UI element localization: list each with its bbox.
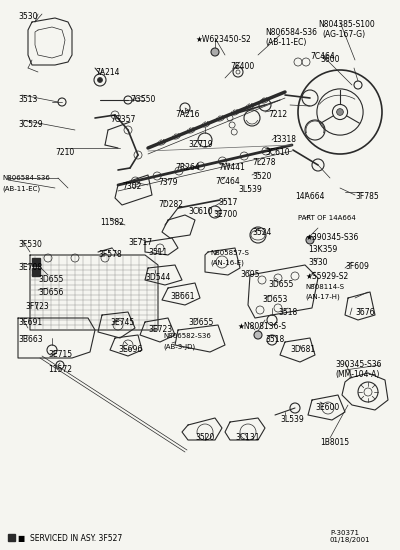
Text: 3511: 3511 [148, 248, 167, 257]
Text: 3D655: 3D655 [38, 275, 63, 284]
Text: (MM-104-A): (MM-104-A) [335, 370, 379, 379]
Circle shape [254, 331, 262, 339]
Text: 3F785: 3F785 [355, 192, 379, 201]
Text: 7212: 7212 [268, 110, 287, 119]
Text: 3530: 3530 [18, 12, 38, 21]
Text: 7A214: 7A214 [95, 68, 120, 77]
Text: (AB-11-EC): (AB-11-EC) [265, 38, 306, 47]
Text: 3E717: 3E717 [128, 238, 152, 247]
Text: (AN-16-E): (AN-16-E) [210, 260, 244, 267]
Text: 7R264: 7R264 [175, 163, 200, 172]
Text: 3F609: 3F609 [345, 262, 369, 271]
Text: P-30371
01/18/2001: P-30371 01/18/2001 [330, 530, 371, 543]
Text: 3520: 3520 [195, 433, 214, 442]
Text: 390345-S36: 390345-S36 [335, 360, 382, 369]
Text: ■  SERVICED IN ASY. 3F527: ■ SERVICED IN ASY. 3F527 [18, 534, 122, 543]
Text: 3Z719: 3Z719 [188, 140, 213, 149]
Text: 3695: 3695 [240, 270, 260, 279]
Text: 3E723: 3E723 [148, 325, 172, 334]
Text: 3513: 3513 [18, 95, 37, 104]
Text: 3517: 3517 [218, 198, 237, 207]
Text: ★390345-S36: ★390345-S36 [305, 233, 358, 242]
Text: N804385-S100: N804385-S100 [318, 20, 375, 29]
Text: 3E691: 3E691 [18, 318, 42, 327]
Text: 7210: 7210 [55, 148, 74, 157]
Text: 3518: 3518 [265, 335, 284, 344]
Text: 7G550: 7G550 [130, 95, 155, 104]
Text: 3D544: 3D544 [145, 273, 170, 282]
Text: 14A664: 14A664 [295, 192, 324, 201]
Text: 7E400: 7E400 [230, 62, 254, 71]
Text: 3D656: 3D656 [38, 288, 63, 297]
Circle shape [337, 109, 343, 116]
Bar [8, 534, 15, 541]
Text: 13K359: 13K359 [308, 245, 337, 254]
Text: 3524: 3524 [252, 228, 271, 237]
Text: 7C464: 7C464 [215, 177, 240, 186]
Text: 3E696: 3E696 [118, 345, 142, 354]
Bar [32, 258, 40, 266]
Circle shape [306, 236, 314, 244]
Text: 3E600: 3E600 [315, 403, 339, 412]
Text: (AB-3-JD): (AB-3-JD) [163, 343, 195, 349]
Bar [32, 268, 40, 276]
Text: N806584-S36: N806584-S36 [265, 28, 317, 37]
Text: 3B661: 3B661 [170, 292, 194, 301]
Text: 7C464: 7C464 [310, 52, 335, 61]
Text: 7W441: 7W441 [218, 163, 245, 172]
Text: 7302: 7302 [122, 182, 141, 191]
Text: 3E708: 3E708 [18, 263, 42, 272]
Text: 3C610: 3C610 [265, 148, 290, 157]
Text: 3E745: 3E745 [110, 318, 134, 327]
Text: 7L278: 7L278 [252, 158, 276, 167]
Text: N805857-S: N805857-S [210, 250, 249, 256]
Text: 3C529: 3C529 [18, 120, 43, 129]
Text: 3D681: 3D681 [290, 345, 315, 354]
Circle shape [211, 48, 219, 56]
Text: 13318: 13318 [272, 135, 296, 144]
Text: (AN-17-H): (AN-17-H) [305, 294, 340, 300]
Text: 3600: 3600 [320, 55, 340, 64]
Text: 3E715: 3E715 [48, 350, 72, 359]
Text: 11572: 11572 [48, 365, 72, 374]
Text: 7G357: 7G357 [110, 115, 135, 124]
Text: 3F578: 3F578 [98, 250, 122, 259]
Text: N806582-S36: N806582-S36 [163, 333, 211, 339]
Text: ★W623450-S2: ★W623450-S2 [195, 35, 251, 44]
Text: (AB-11-EC): (AB-11-EC) [2, 185, 40, 191]
Text: ★N808136-S: ★N808136-S [238, 322, 287, 331]
Text: 3D655: 3D655 [268, 280, 293, 289]
Text: N808114-S: N808114-S [305, 284, 344, 290]
Text: PART OF 14A664: PART OF 14A664 [298, 215, 356, 221]
Text: 7D282: 7D282 [158, 200, 183, 209]
Text: 7A216: 7A216 [175, 110, 200, 119]
Text: 3F530: 3F530 [18, 240, 42, 249]
Text: 3C131: 3C131 [235, 433, 260, 442]
Text: 1B8015: 1B8015 [320, 438, 349, 447]
Text: 3F723: 3F723 [25, 302, 49, 311]
Text: 3B663: 3B663 [18, 335, 43, 344]
Text: 3L539: 3L539 [238, 185, 262, 194]
Text: N806584-S36: N806584-S36 [2, 175, 50, 181]
Text: 3676: 3676 [355, 308, 374, 317]
Text: 3D653: 3D653 [262, 295, 287, 304]
Text: 3D655: 3D655 [188, 318, 213, 327]
Text: 3L539: 3L539 [280, 415, 304, 424]
Text: 7379: 7379 [158, 178, 178, 187]
Text: 3520: 3520 [252, 172, 271, 181]
Circle shape [98, 78, 102, 82]
Text: 3C610: 3C610 [188, 207, 213, 216]
Text: 11582: 11582 [100, 218, 124, 227]
Text: 3E700: 3E700 [213, 210, 237, 219]
Text: 3530: 3530 [308, 258, 328, 267]
Text: ★S5929-S2: ★S5929-S2 [305, 272, 348, 281]
Text: 3518: 3518 [278, 308, 297, 317]
Text: (AG-167-G): (AG-167-G) [322, 30, 365, 39]
